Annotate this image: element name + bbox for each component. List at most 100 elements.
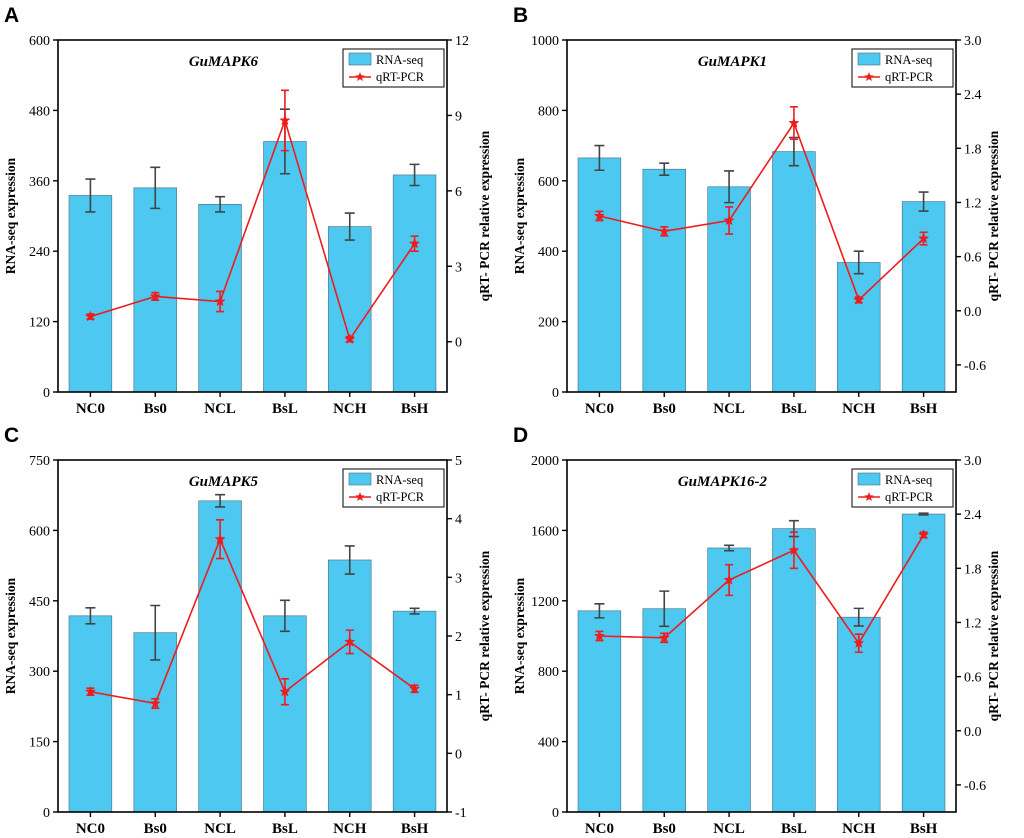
- bar-nc0: [577, 157, 622, 393]
- line-point-bsl: [788, 544, 800, 556]
- bar-error-ncl: [724, 170, 735, 204]
- left-tick-label: 360: [29, 175, 50, 190]
- bar-error-bsh: [918, 191, 929, 212]
- left-tick-label: 750: [29, 454, 50, 469]
- plot-frame: [57, 39, 448, 393]
- legend-bar-label: RNA-seq: [885, 473, 933, 487]
- left-tick-label: 400: [538, 736, 559, 751]
- bar-error-bs0: [659, 590, 670, 628]
- y-axis-title: RNA-seq expression: [3, 157, 18, 274]
- line-point-nch: [853, 294, 865, 305]
- legend-line-label: qRT-PCR: [376, 490, 425, 504]
- bar-bsl: [772, 528, 816, 813]
- left-tick-label: 450: [29, 595, 50, 610]
- legend-bar-swatch: [857, 472, 881, 486]
- bar-bs0: [642, 168, 686, 393]
- right-tick-label: 0: [455, 336, 462, 351]
- bar-bs0: [133, 187, 177, 393]
- bar-nch: [837, 262, 881, 393]
- bar-error-nch: [853, 250, 864, 275]
- y-axis-right-title: qRT- PCR relative expression: [477, 550, 492, 721]
- category-label: BsH: [401, 821, 429, 837]
- line-point-nch: [344, 333, 356, 344]
- right-tick-label: -0.6: [964, 359, 986, 374]
- chart-title: GuMAPK1: [698, 54, 767, 70]
- y-axis-right-title: qRT- PCR relative expression: [986, 550, 1001, 721]
- line-point-nc0: [84, 685, 97, 697]
- right-tick-label: 6: [455, 185, 462, 200]
- bar-bsh: [901, 201, 946, 393]
- line-point-bsh: [917, 232, 930, 244]
- bar-error-ncl: [215, 493, 226, 508]
- left-tick-label: 2000: [531, 454, 559, 469]
- chart-panel-c: C 0 150 300 450 600 750 -1 0 1 2 3 4 5 NC0 Bs0 NCL BsL NCH…: [3, 424, 492, 837]
- left-tick-label: 0: [552, 806, 559, 821]
- right-tick-label: 2.4: [964, 88, 982, 103]
- plot-frame: [566, 39, 957, 393]
- bar-error-bsh: [918, 512, 929, 516]
- legend: RNA-seq qRT-PCR: [851, 468, 954, 508]
- legend-line-label: qRT-PCR: [376, 70, 425, 84]
- line-point-nc0: [593, 210, 606, 221]
- bar-error-bsh: [409, 607, 420, 615]
- bar-nch: [328, 226, 372, 393]
- line-point-nc0: [84, 310, 97, 322]
- bar-bsh: [392, 610, 437, 813]
- right-tick-label: 2: [455, 630, 462, 645]
- bar-bsl: [263, 141, 307, 393]
- bar-bsl: [263, 615, 307, 813]
- panel-letter: D: [513, 424, 528, 447]
- category-label: Bs0: [653, 401, 676, 417]
- plot-frame: [57, 459, 448, 813]
- legend-star-marker: [355, 72, 365, 82]
- right-tick-label: 1.2: [964, 196, 982, 211]
- category-label: Bs0: [653, 821, 676, 837]
- category-label: NCL: [713, 821, 745, 837]
- right-tick-label: 3.0: [964, 34, 982, 49]
- legend: RNA-seq qRT-PCR: [342, 468, 445, 508]
- qrt-pcr-line: [90, 117, 416, 342]
- right-tick-label: 0.6: [964, 251, 982, 266]
- line-point-ncl: [214, 295, 226, 307]
- line-point-nc0: [593, 630, 606, 641]
- right-tick-label: -1: [455, 806, 467, 821]
- line-point-bsl: [788, 117, 800, 128]
- line-point-bs0: [658, 631, 670, 643]
- left-tick-label: 150: [29, 736, 50, 751]
- bar-bsl: [772, 151, 816, 393]
- legend-star-marker: [355, 492, 365, 502]
- left-tick-label: 120: [29, 316, 50, 331]
- left-tick-label: 200: [538, 316, 559, 331]
- category-label: Bs0: [144, 821, 167, 837]
- bar-error-nc0: [85, 178, 96, 213]
- qrt-pcr-line: [90, 537, 416, 705]
- right-tick-label: 9: [455, 109, 462, 124]
- category-label: NCH: [842, 821, 876, 837]
- chart-panel-a: A 0 120 240 360 480 600 0 3 6 9 12 NC0 Bs0 NCL BsL NCH Bs…: [3, 4, 492, 417]
- left-tick-label: 480: [29, 104, 50, 119]
- y-axis-title: RNA-seq expression: [512, 157, 527, 274]
- line-point-ncl: [214, 533, 226, 544]
- right-tick-label: 4: [455, 513, 462, 528]
- panel-letter: B: [513, 4, 528, 27]
- bar-error-nc0: [594, 602, 605, 619]
- line-point-bsl: [279, 114, 291, 126]
- legend-star-marker: [864, 492, 874, 502]
- left-tick-label: 1600: [531, 524, 559, 539]
- y-axis-title: RNA-seq expression: [512, 577, 527, 694]
- category-label: BsH: [401, 401, 429, 417]
- line-point-nch: [344, 635, 356, 647]
- left-tick-label: 1200: [531, 595, 559, 610]
- right-tick-label: 3.0: [964, 454, 982, 469]
- category-label: NC0: [76, 821, 105, 837]
- line-point-nch: [853, 637, 865, 649]
- line-point-bsh: [408, 682, 421, 694]
- chart-panel-b: B 0 200 400 600 800 1000 -0.6 0.0 0.6 1.2 1.8 2.4 3.0…: [512, 4, 1001, 417]
- bar-bsh: [392, 174, 437, 393]
- right-tick-label: 1: [455, 689, 462, 704]
- legend-star-marker: [864, 72, 874, 82]
- bar-error-bs0: [150, 604, 161, 661]
- bar-error-bsh: [409, 163, 420, 187]
- legend-bar-swatch: [348, 52, 372, 66]
- line-point-bs0: [149, 290, 161, 302]
